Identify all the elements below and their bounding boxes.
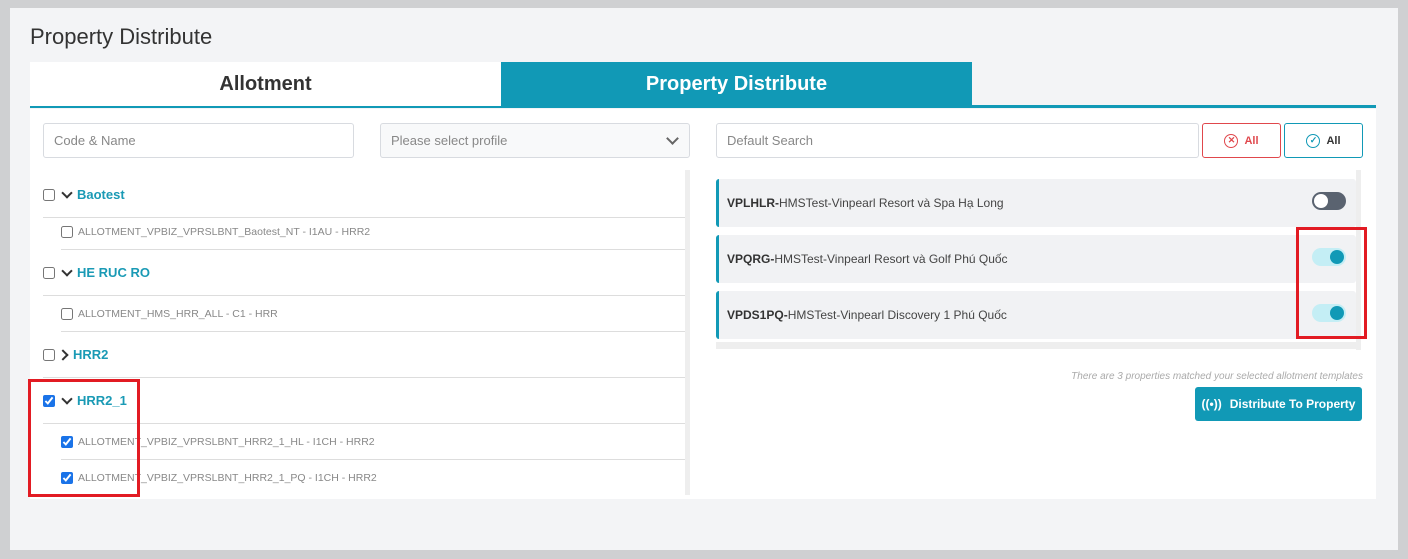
group-label[interactable]: HE RUC RO [77,265,150,280]
profile-select-placeholder: Please select profile [391,133,508,148]
group-row[interactable]: Baotest [43,172,685,218]
allotment-tree: Baotest ALLOTMENT_VPBIZ_VPRSLBNT_Baotest… [43,170,685,495]
right-scrollbar[interactable] [1356,170,1361,350]
chevron-down-icon[interactable] [61,392,73,405]
property-name: HMSTest-Vinpearl Resort và Golf Phú Quốc [774,252,1008,266]
chevron-down-icon [666,132,679,145]
chevron-right-icon[interactable] [57,348,69,361]
group-row[interactable]: HRR2 [43,332,685,378]
chevron-down-icon[interactable] [61,264,73,277]
property-code: VPDS1PQ- [727,308,788,322]
left-scrollbar[interactable] [685,170,690,495]
item-label: ALLOTMENT_VPBIZ_VPRSLBNT_HRR2_1_PQ - I1C… [78,471,377,484]
tab-bar: Allotment Property Distribute [30,62,1376,108]
item-checkbox[interactable] [61,435,73,448]
property-toggle[interactable] [1312,192,1346,210]
list-item[interactable]: ALLOTMENT_VPBIZ_VPRSLBNT_Baotest_NT - I1… [61,214,685,250]
item-checkbox[interactable] [61,471,73,484]
check-circle-icon: ✓ [1306,133,1321,148]
property-code: VPLHLR- [727,196,779,210]
property-name: HMSTest-Vinpearl Discovery 1 Phú Quốc [787,308,1007,322]
group-label[interactable]: HRR2_1 [77,393,127,408]
property-toggle[interactable] [1312,248,1346,266]
chevron-down-icon[interactable] [61,186,73,199]
match-note: There are 3 properties matched your sele… [1071,371,1363,382]
property-row: VPLHLR- HMSTest-Vinpearl Resort và Spa H… [716,179,1356,227]
group-label[interactable]: Baotest [77,187,125,202]
group-checkbox[interactable] [43,348,55,361]
distribute-label: Distribute To Property [1229,397,1356,411]
property-row: VPQRG- HMSTest-Vinpearl Resort và Golf P… [716,235,1356,283]
group-checkbox[interactable] [43,394,55,407]
tab-allotment[interactable]: Allotment [30,62,501,106]
x-circle-icon: ✕ [1224,133,1239,148]
item-label: ALLOTMENT_VPBIZ_VPRSLBNT_HRR2_1_HL - I1C… [78,435,375,448]
deselect-all-button[interactable]: ✕ All [1202,123,1281,158]
property-toggle[interactable] [1312,304,1346,322]
select-all-label: All [1326,134,1341,147]
property-name: HMSTest-Vinpearl Resort và Spa Hạ Long [779,196,1004,210]
distribute-button[interactable]: ((•)) Distribute To Property [1195,387,1362,421]
group-row[interactable]: HE RUC RO [43,250,685,296]
item-label: ALLOTMENT_HMS_HRR_ALL - C1 - HRR [78,307,278,320]
property-search-input[interactable]: Default Search [716,123,1199,158]
page-title: Property Distribute [30,24,213,49]
broadcast-icon: ((•)) [1201,397,1222,411]
property-row: VPDS1PQ- HMSTest-Vinpearl Discovery 1 Ph… [716,291,1356,339]
select-all-button[interactable]: ✓ All [1284,123,1363,158]
item-checkbox[interactable] [61,307,73,320]
list-item[interactable]: ALLOTMENT_HMS_HRR_ALL - C1 - HRR [61,296,685,332]
tab-property-distribute[interactable]: Property Distribute [501,62,972,106]
item-checkbox[interactable] [61,225,73,238]
deselect-all-label: All [1244,134,1259,147]
code-name-search-input[interactable]: Code & Name [43,123,354,158]
horizontal-scrollbar[interactable] [716,342,1356,349]
item-label: ALLOTMENT_VPBIZ_VPRSLBNT_Baotest_NT - I1… [78,225,371,238]
property-code: VPQRG- [727,252,775,266]
group-label[interactable]: HRR2 [73,347,109,362]
group-checkbox[interactable] [43,188,55,201]
group-row[interactable]: HRR2_1 [43,378,685,424]
group-checkbox[interactable] [43,266,55,279]
list-item[interactable]: ALLOTMENT_VPBIZ_VPRSLBNT_HRR2_1_PQ - I1C… [61,460,685,495]
list-item[interactable]: ALLOTMENT_VPBIZ_VPRSLBNT_HRR2_1_HL - I1C… [61,424,685,460]
profile-select[interactable]: Please select profile [380,123,690,158]
